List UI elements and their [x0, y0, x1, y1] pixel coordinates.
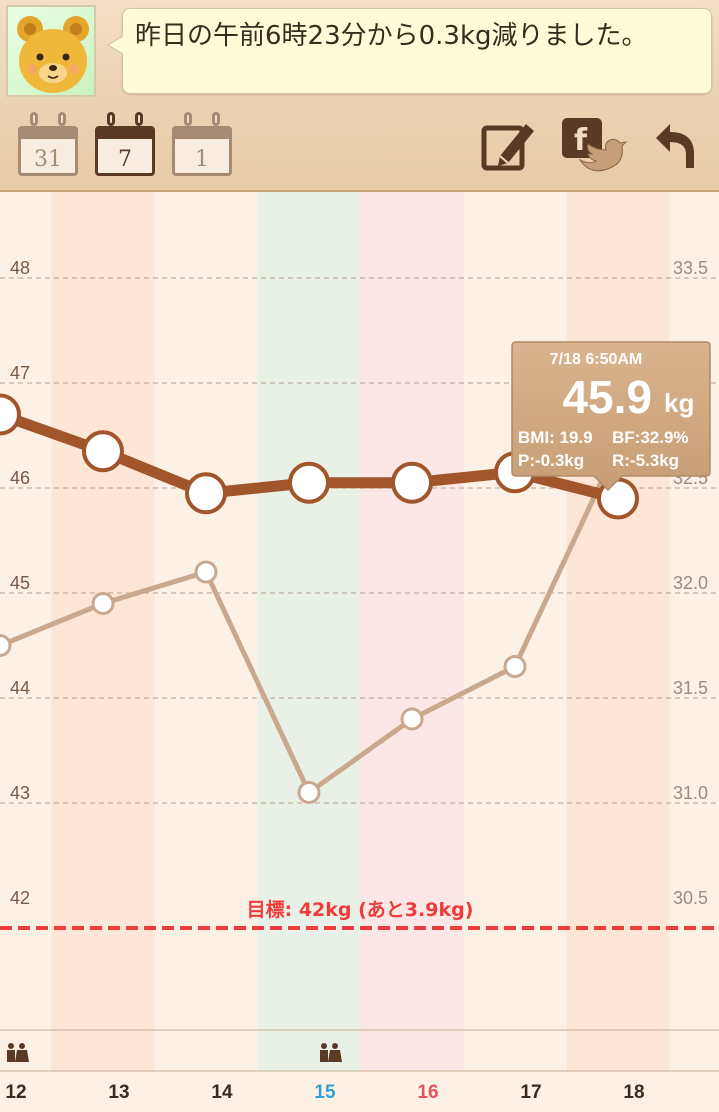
bodyfat-point[interactable]: [503, 655, 527, 678]
header-bar: 昨日の午前6時23分から0.3kg減りました。 31 7 1 f: [0, 0, 719, 192]
day-column: [0, 192, 52, 1072]
tooltip-bf: BF:32.9%: [612, 428, 689, 447]
tooltip-weight-unit: kg: [664, 388, 694, 418]
right-axis-tick-label: 32.0: [673, 573, 708, 593]
tooltip-bubble: 7/18 6:50AM 45.9 kg BMI: 19.9 BF:32.9% P:-0.3…: [511, 341, 711, 492]
edit-icon: [481, 124, 534, 171]
calendar-week-button[interactable]: 7: [95, 112, 155, 176]
left-axis-tick-label: 47: [10, 363, 30, 383]
person-body: [7, 1050, 15, 1062]
left-axis-tick-label: 48: [10, 258, 30, 278]
couple-icon: [320, 1043, 342, 1062]
couple-icon: [7, 1043, 29, 1062]
svg-text:f: f: [574, 123, 588, 158]
back-button[interactable]: [648, 116, 708, 178]
day-column: [463, 192, 567, 1072]
calendar-day-button[interactable]: 1: [172, 112, 232, 176]
day-column: [257, 192, 361, 1072]
weight-chart[interactable]: 4847464544434233.533.032.532.031.531.030…: [0, 192, 719, 1112]
share-button[interactable]: f: [558, 116, 628, 178]
person-head: [19, 1043, 25, 1049]
right-axis-tick-label: 31.0: [673, 783, 708, 803]
tooltip-weight-value: 45.9: [562, 371, 652, 423]
weight-point[interactable]: [82, 430, 124, 473]
bodyfat-point[interactable]: [400, 707, 424, 731]
day-label: 13: [108, 1082, 129, 1103]
weight-point[interactable]: [185, 472, 227, 515]
person-head: [321, 1043, 327, 1049]
weight-point[interactable]: [288, 461, 330, 504]
calendar-label: 31: [34, 147, 62, 172]
day-label: 16: [417, 1082, 438, 1103]
day-column: [154, 192, 258, 1072]
day-label: 17: [520, 1082, 541, 1103]
weight-point[interactable]: [391, 461, 433, 504]
message-text: 昨日の午前6時23分から0.3kg減りました。: [135, 21, 648, 51]
edit-button[interactable]: [478, 116, 538, 178]
day-label: 14: [211, 1082, 233, 1103]
right-axis-tick-label: 30.5: [673, 888, 708, 908]
day-column: [51, 192, 155, 1072]
right-axis-tick-label: 33.5: [673, 258, 708, 278]
goal-label: 目標: 42kg (あと3.9kg): [247, 898, 474, 921]
calendar-label: 1: [195, 147, 209, 172]
person-head: [8, 1043, 14, 1049]
person-body: [15, 1050, 29, 1062]
tooltip-datetime: 7/18 6:50AM: [550, 351, 643, 368]
calendar-label: 7: [118, 147, 132, 172]
day-label: 15: [314, 1082, 336, 1103]
left-axis-tick-label: 44: [10, 678, 30, 698]
left-axis-tick-label: 42: [10, 888, 30, 908]
left-axis-tick-label: 45: [10, 573, 30, 593]
person-body: [320, 1050, 328, 1062]
bodyfat-point[interactable]: [91, 592, 115, 615]
right-axis-tick-label: 31.5: [673, 678, 708, 698]
tooltip-r: R:-5.3kg: [612, 451, 679, 470]
day-label-row: [0, 1072, 719, 1112]
calendar-month-button[interactable]: 31: [18, 112, 78, 176]
left-axis-tick-label: 43: [10, 783, 30, 803]
day-column: [566, 192, 670, 1072]
day-column: [669, 192, 719, 1072]
weight-point[interactable]: [0, 393, 21, 436]
person-body: [328, 1050, 342, 1062]
facebook-twitter-share-icon: f: [562, 118, 628, 172]
tooltip-p: P:-0.3kg: [518, 451, 584, 470]
day-label: 12: [5, 1082, 26, 1103]
day-column: [360, 192, 464, 1072]
left-axis-tick-label: 46: [10, 468, 30, 488]
tooltip-background: [511, 341, 711, 492]
day-label: 18: [623, 1082, 644, 1103]
bodyfat-point[interactable]: [297, 781, 321, 804]
person-head: [332, 1043, 338, 1049]
bear-avatar[interactable]: [6, 5, 96, 97]
bodyfat-point[interactable]: [194, 560, 218, 584]
bodyfat-point[interactable]: [0, 634, 12, 657]
message-bubble: 昨日の午前6時23分から0.3kg減りました。: [107, 8, 712, 94]
bear-icon: [17, 16, 89, 93]
back-arrow-icon: [656, 124, 694, 168]
tooltip-bmi: BMI: 19.9: [518, 428, 593, 447]
icon-row: [0, 1030, 719, 1072]
